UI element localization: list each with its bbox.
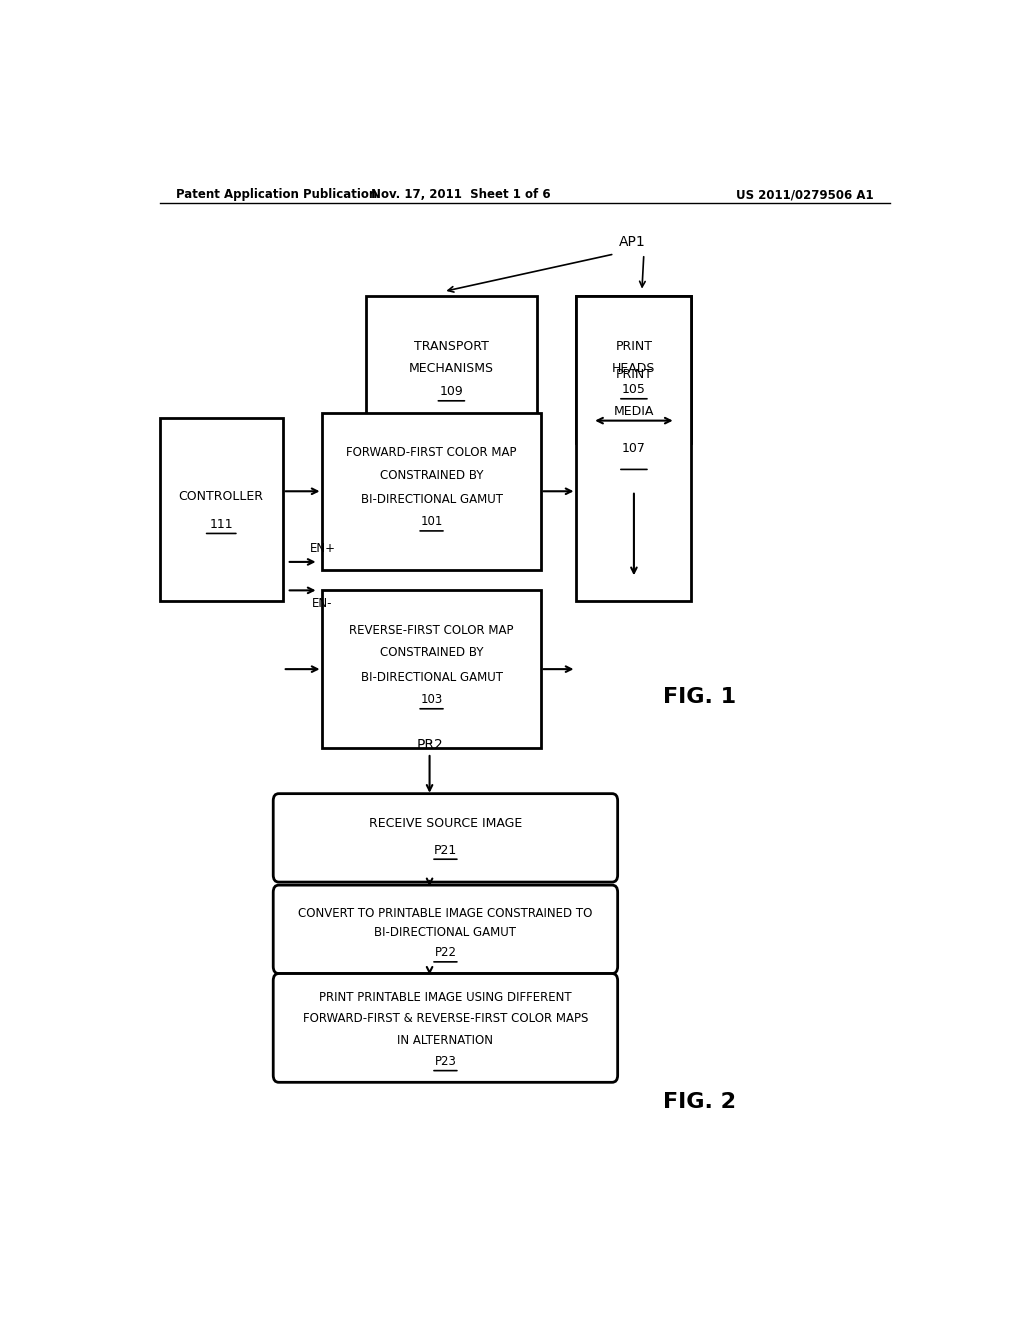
Text: Nov. 17, 2011  Sheet 1 of 6: Nov. 17, 2011 Sheet 1 of 6 bbox=[372, 189, 551, 202]
Text: REVERSE-FIRST COLOR MAP: REVERSE-FIRST COLOR MAP bbox=[349, 624, 514, 638]
Text: 109: 109 bbox=[439, 385, 463, 399]
Text: PRINT: PRINT bbox=[615, 368, 652, 381]
FancyBboxPatch shape bbox=[160, 417, 283, 601]
Text: PRINT: PRINT bbox=[615, 341, 652, 354]
Text: CONTROLLER: CONTROLLER bbox=[179, 490, 264, 503]
FancyBboxPatch shape bbox=[323, 590, 541, 748]
FancyBboxPatch shape bbox=[367, 296, 537, 444]
Text: EN-: EN- bbox=[312, 597, 333, 610]
FancyBboxPatch shape bbox=[273, 974, 617, 1082]
Text: CONSTRAINED BY: CONSTRAINED BY bbox=[380, 469, 483, 482]
Text: BI-DIRECTIONAL GAMUT: BI-DIRECTIONAL GAMUT bbox=[360, 492, 503, 506]
Text: 105: 105 bbox=[622, 383, 646, 396]
FancyBboxPatch shape bbox=[273, 886, 617, 974]
Text: PR2: PR2 bbox=[416, 738, 443, 752]
Text: FIG. 2: FIG. 2 bbox=[663, 1092, 736, 1111]
FancyBboxPatch shape bbox=[323, 412, 541, 570]
Text: P21: P21 bbox=[434, 843, 457, 857]
Text: RECEIVE SOURCE IMAGE: RECEIVE SOURCE IMAGE bbox=[369, 817, 522, 830]
Text: MECHANISMS: MECHANISMS bbox=[409, 362, 494, 375]
Text: TRANSPORT: TRANSPORT bbox=[414, 341, 488, 354]
Text: 111: 111 bbox=[210, 517, 233, 531]
Text: Patent Application Publication: Patent Application Publication bbox=[176, 189, 377, 202]
Text: BI-DIRECTIONAL GAMUT: BI-DIRECTIONAL GAMUT bbox=[360, 671, 503, 684]
Text: US 2011/0279506 A1: US 2011/0279506 A1 bbox=[736, 189, 873, 202]
Text: 107: 107 bbox=[622, 442, 646, 454]
FancyBboxPatch shape bbox=[577, 296, 691, 444]
Text: AP1: AP1 bbox=[618, 235, 645, 248]
Text: FORWARD-FIRST & REVERSE-FIRST COLOR MAPS: FORWARD-FIRST & REVERSE-FIRST COLOR MAPS bbox=[303, 1012, 588, 1026]
Text: CONVERT TO PRINTABLE IMAGE CONSTRAINED TO: CONVERT TO PRINTABLE IMAGE CONSTRAINED T… bbox=[298, 907, 593, 920]
Text: 103: 103 bbox=[421, 693, 442, 706]
Text: EN+: EN+ bbox=[309, 543, 336, 556]
Text: BI-DIRECTIONAL GAMUT: BI-DIRECTIONAL GAMUT bbox=[375, 925, 516, 939]
Text: PRINT PRINTABLE IMAGE USING DIFFERENT: PRINT PRINTABLE IMAGE USING DIFFERENT bbox=[319, 991, 571, 1005]
Text: 101: 101 bbox=[421, 515, 442, 528]
Text: FORWARD-FIRST COLOR MAP: FORWARD-FIRST COLOR MAP bbox=[346, 446, 517, 459]
FancyBboxPatch shape bbox=[273, 793, 617, 882]
FancyBboxPatch shape bbox=[577, 296, 691, 601]
Text: CONSTRAINED BY: CONSTRAINED BY bbox=[380, 647, 483, 660]
Text: HEADS: HEADS bbox=[612, 362, 655, 375]
Text: P23: P23 bbox=[434, 1055, 457, 1068]
Text: MEDIA: MEDIA bbox=[613, 405, 654, 418]
Text: P22: P22 bbox=[434, 946, 457, 960]
Text: FIG. 1: FIG. 1 bbox=[663, 688, 736, 708]
Text: IN ALTERNATION: IN ALTERNATION bbox=[397, 1034, 494, 1047]
